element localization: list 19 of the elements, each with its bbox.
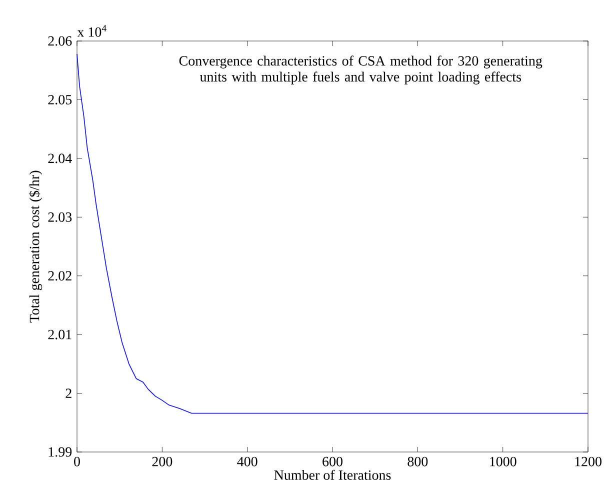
y-tick-label: 2.03 xyxy=(48,212,72,222)
x-tick-label: 800 xyxy=(408,456,428,466)
y-tick-label: 2 xyxy=(66,388,72,398)
y-tick-label: 2.01 xyxy=(48,330,72,340)
text: x 10$^{4}$ xyxy=(77,24,106,37)
y-axis-title: Total generation cost ($/hr) xyxy=(28,170,42,323)
x-tick-label: 1000 xyxy=(490,456,516,466)
y-tick-label: 2.05 xyxy=(48,94,72,104)
y-tick-label: 2.02 xyxy=(48,271,72,281)
x-axis-title: Number of Iterations xyxy=(274,470,391,480)
y-tick-label: 2.06 xyxy=(48,36,72,46)
annotation: Convergence characteristics of CSA method for 320 generating units with multiple fuels and valve point loading effects xyxy=(179,56,542,84)
x-tick-label: 400 xyxy=(237,456,258,466)
y-tick-label: 2.04 xyxy=(48,154,72,164)
x-tick-label: 600 xyxy=(322,456,342,466)
x-tick-label: 0 xyxy=(74,456,80,466)
x-tick-label: 200 xyxy=(152,456,172,466)
x-tick-label: 1200 xyxy=(575,456,602,466)
y-tick-label: 1.99 xyxy=(48,447,72,457)
